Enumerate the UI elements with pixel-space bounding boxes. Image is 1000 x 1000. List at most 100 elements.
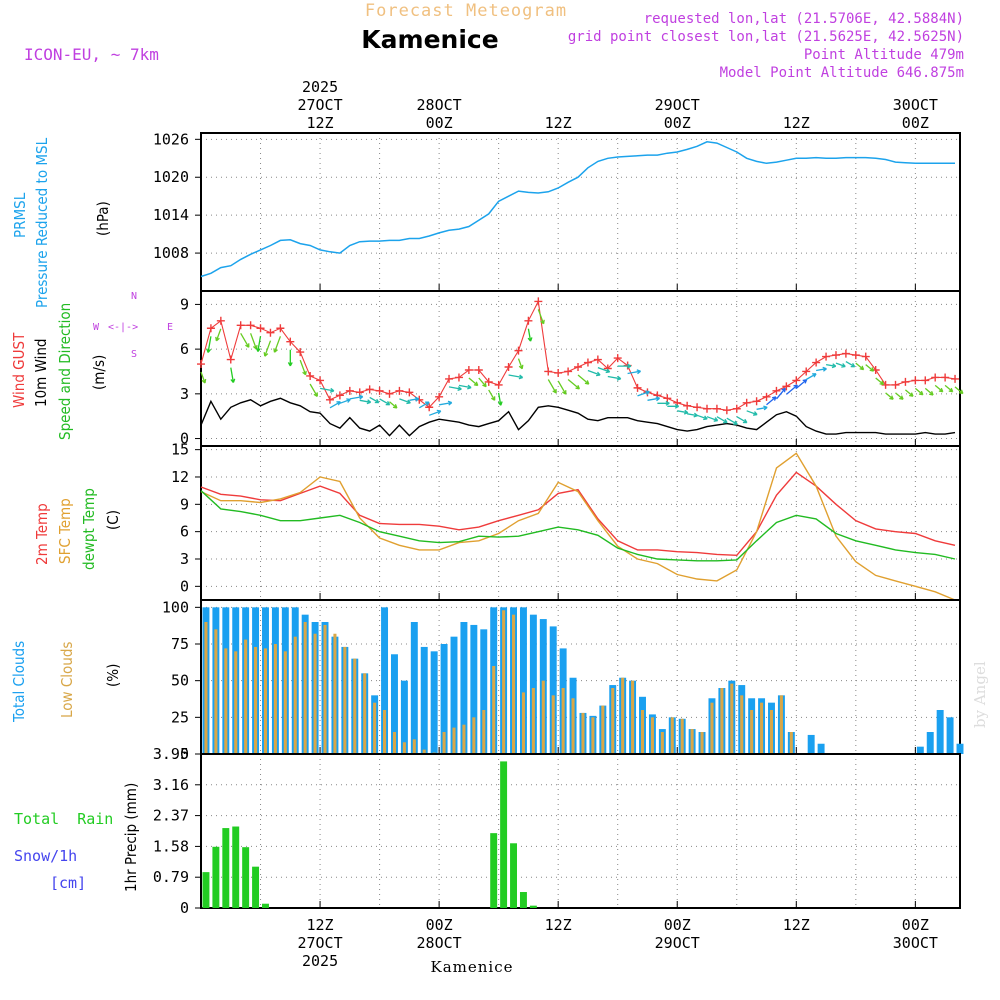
low-cloud-bar bbox=[631, 680, 635, 754]
rain-bar bbox=[202, 872, 210, 908]
y-tick-label: 3 bbox=[180, 550, 189, 568]
gust-marker bbox=[405, 388, 414, 397]
wind-direction-arrow bbox=[508, 374, 524, 380]
wind-direction-arrow bbox=[815, 366, 827, 372]
low-cloud-bar bbox=[720, 688, 724, 754]
wind-direction-arrow bbox=[855, 362, 865, 371]
gust-marker bbox=[772, 386, 781, 395]
wind-direction-arrow bbox=[934, 384, 944, 393]
wind-direction-arrow bbox=[468, 377, 479, 387]
wind-direction-arrow bbox=[497, 392, 503, 406]
y-tick-label: 75 bbox=[171, 635, 189, 653]
total-cloud-bar bbox=[381, 607, 389, 754]
wind-direction-arrow bbox=[885, 392, 894, 400]
top-time-label: 12Z bbox=[307, 114, 334, 132]
gust-marker bbox=[891, 380, 900, 389]
gust-marker bbox=[703, 404, 711, 413]
wind-unit-label: (m/s) bbox=[90, 355, 108, 390]
gust-marker bbox=[514, 346, 523, 355]
gust-marker bbox=[435, 392, 444, 401]
top-time-label: 29OCT bbox=[655, 96, 700, 114]
top-time-label: 00Z bbox=[902, 114, 929, 132]
precip-panel: 0 0.79 1.58 2.37 3.16 3.95 bbox=[153, 745, 961, 917]
top-time-label: 2025 bbox=[302, 78, 338, 96]
top-time-label: 28OCT bbox=[417, 96, 462, 114]
total-cloud-bar bbox=[470, 624, 478, 754]
total-cloud-bar bbox=[946, 717, 954, 754]
bottom-time-label: 12Z bbox=[545, 916, 572, 934]
gust-marker bbox=[286, 337, 295, 346]
wind-direction-arrow bbox=[349, 394, 364, 400]
top-time-label: 12Z bbox=[545, 114, 572, 132]
low-cloud-bar bbox=[680, 718, 684, 754]
low-cloud-bar bbox=[442, 732, 446, 754]
wind-direction-arrow bbox=[657, 400, 670, 406]
wind-direction-arrow bbox=[309, 383, 318, 397]
model-altitude: Model Point Altitude 646.875m bbox=[720, 65, 964, 81]
wind-direction-arrow bbox=[240, 332, 250, 348]
total-cloud-bar bbox=[936, 710, 944, 754]
wind-direction-arrow bbox=[438, 400, 453, 406]
gust-marker bbox=[266, 328, 275, 337]
gust-marker bbox=[782, 382, 791, 391]
gust-marker bbox=[683, 401, 692, 410]
gust-marker bbox=[484, 377, 493, 386]
wind-direction-arrow bbox=[273, 336, 282, 353]
wind-direction-arrow bbox=[206, 336, 212, 353]
gust-marker bbox=[911, 376, 920, 385]
low-clouds-label: Low Clouds bbox=[58, 642, 76, 718]
wind-direction-arrow bbox=[215, 328, 222, 342]
gust-marker bbox=[316, 376, 325, 385]
wind-direction-arrow bbox=[775, 387, 786, 400]
gust-marker bbox=[732, 404, 741, 413]
snow-unit-label: [cm] bbox=[50, 874, 86, 892]
wind-direction-arrow bbox=[329, 401, 341, 409]
low-cloud-bar bbox=[640, 710, 645, 754]
wind-direction-arrow bbox=[627, 369, 642, 375]
bottom-time-label: 28OCT bbox=[417, 934, 462, 952]
gust-marker bbox=[861, 352, 870, 361]
temp2m-line bbox=[200, 471, 956, 557]
cloud-labels: Total Clouds Low Clouds (%) bbox=[10, 641, 122, 723]
wind-direction-arrow bbox=[263, 340, 272, 357]
pressure-msl-label: Pressure Reduced to MSL bbox=[33, 137, 51, 308]
total-cloud-bar bbox=[390, 654, 398, 754]
wind-direction-arrow bbox=[517, 358, 524, 370]
compass-rose: N W E S <-|-> bbox=[93, 291, 173, 360]
wind-direction-arrow bbox=[458, 384, 472, 390]
gust-marker bbox=[693, 403, 702, 412]
wind-labels: Wind GUST 10m Wind Speed and Direction (… bbox=[10, 291, 173, 440]
total-cloud-bar bbox=[519, 607, 527, 754]
wind-direction-arrow bbox=[547, 379, 557, 394]
gust-marker bbox=[752, 397, 761, 406]
y-tick-label: 15 bbox=[171, 441, 189, 459]
wind-direction-arrow bbox=[200, 371, 207, 384]
low-cloud-bar bbox=[502, 610, 506, 754]
dewpt-label: dewpt Temp bbox=[80, 488, 98, 570]
wind-direction-arrow bbox=[319, 387, 335, 393]
y-tick-label: 0 bbox=[180, 430, 189, 448]
wind-panel: 0 3 6 9 bbox=[180, 290, 964, 448]
gust-marker bbox=[802, 367, 811, 376]
wind-direction-arrow bbox=[230, 367, 236, 384]
rain-bar bbox=[262, 903, 269, 908]
wind-direction-arrow bbox=[944, 384, 954, 393]
gust-marker bbox=[464, 365, 473, 374]
low-cloud-bar bbox=[660, 732, 664, 754]
gust-marker bbox=[445, 374, 454, 383]
wind-direction-arrow bbox=[587, 369, 601, 377]
gust-marker bbox=[554, 368, 563, 377]
low-cloud-bar bbox=[204, 622, 208, 754]
low-cloud-bar bbox=[373, 702, 377, 754]
gust-marker bbox=[325, 395, 334, 404]
low-cloud-bar bbox=[700, 732, 704, 754]
gust-marker bbox=[454, 373, 463, 382]
wind-direction-arrow bbox=[359, 399, 372, 405]
low-cloud-bar bbox=[333, 633, 337, 754]
y-tick-label: 6 bbox=[180, 340, 189, 358]
gust-label: Wind GUST bbox=[10, 332, 28, 408]
wind-direction-arrow bbox=[299, 359, 307, 376]
wind-direction-arrow bbox=[904, 389, 914, 397]
